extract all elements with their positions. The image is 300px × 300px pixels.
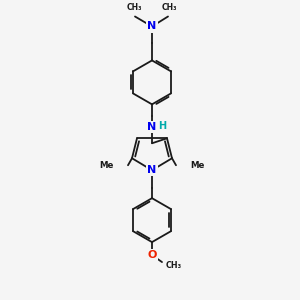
Text: CH₃: CH₃ <box>161 2 177 11</box>
Text: N: N <box>147 165 157 175</box>
Text: N: N <box>147 22 157 32</box>
Text: H: H <box>158 121 166 131</box>
Text: CH₃: CH₃ <box>126 2 142 11</box>
Text: O: O <box>147 250 157 260</box>
Text: Me: Me <box>190 161 204 170</box>
Text: Me: Me <box>100 161 114 170</box>
Text: N: N <box>147 122 157 132</box>
Text: CH₃: CH₃ <box>166 261 182 270</box>
